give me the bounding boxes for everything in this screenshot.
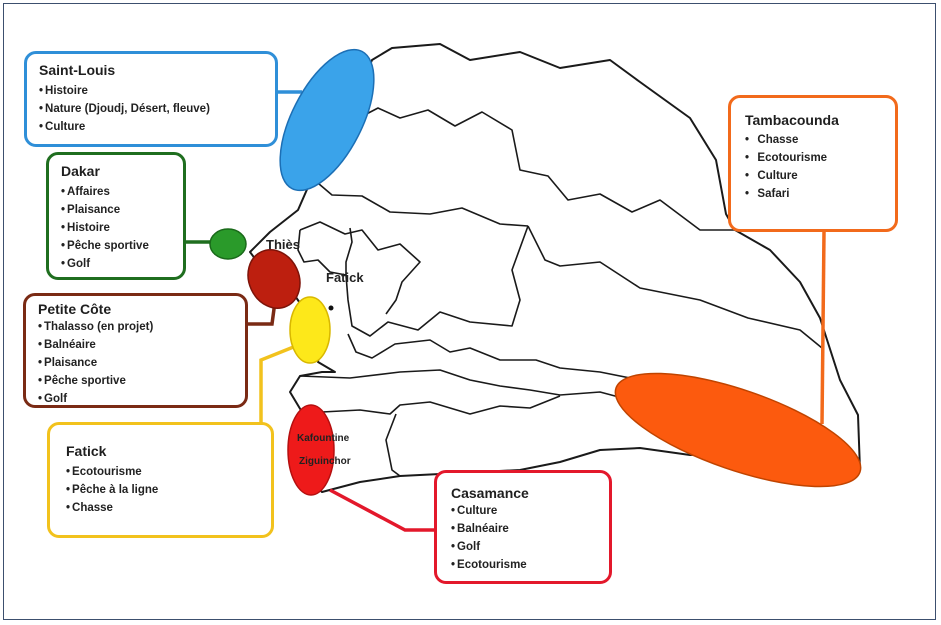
ellipse-casamance bbox=[287, 404, 335, 496]
box-fatick: Fatick Ecotourisme Pêche à la ligne Chas… bbox=[47, 422, 274, 538]
list-item: Thalasso (en projet) bbox=[38, 318, 235, 336]
box-dakar-list: Affaires Plaisance Histoire Pêche sporti… bbox=[61, 183, 173, 273]
list-item: Ecotourisme bbox=[451, 556, 599, 574]
list-item: Pêche sportive bbox=[61, 237, 173, 255]
list-item: Histoire bbox=[39, 82, 265, 100]
region-borders bbox=[297, 107, 823, 477]
ellipse-tambacounda bbox=[614, 372, 862, 488]
box-petite-cote-list: Thalasso (en projet) Balnéaire Plaisance… bbox=[38, 318, 235, 408]
box-petite-cote: Petite Côte Thalasso (en projet) Balnéai… bbox=[23, 293, 248, 408]
fatick-dot bbox=[328, 305, 334, 311]
connector-fatick bbox=[259, 344, 297, 424]
box-casamance: Casamance Culture Balnéaire Golf Ecotour… bbox=[434, 470, 612, 584]
list-item: Pêche à la ligne bbox=[66, 481, 261, 499]
box-saint-louis-title: Saint-Louis bbox=[39, 62, 116, 78]
list-item: Balnéaire bbox=[451, 520, 599, 538]
ellipse-dakar bbox=[209, 228, 247, 260]
box-dakar: Dakar Affaires Plaisance Histoire Pêche … bbox=[46, 152, 186, 280]
box-fatick-list: Ecotourisme Pêche à la ligne Chasse bbox=[66, 463, 261, 517]
connector-tambacounda bbox=[820, 231, 826, 425]
box-casamance-title: Casamance bbox=[451, 485, 529, 501]
box-tambacounda-list: Chasse Ecotourisme Culture Safari bbox=[745, 131, 885, 203]
list-item: Culture bbox=[39, 118, 265, 136]
list-item: Culture bbox=[451, 502, 599, 520]
box-saint-louis: Saint-Louis Histoire Nature (Djoudj, Dés… bbox=[24, 51, 278, 147]
list-item: Safari bbox=[745, 185, 885, 203]
box-casamance-list: Culture Balnéaire Golf Ecotourisme bbox=[451, 502, 599, 574]
list-item: Culture bbox=[745, 167, 885, 185]
list-item: Golf bbox=[451, 538, 599, 556]
label-thies: Thiès bbox=[266, 237, 300, 252]
box-petite-cote-title: Petite Côte bbox=[38, 301, 112, 317]
list-item: Plaisance bbox=[38, 354, 235, 372]
box-tambacounda: Tambacounda Chasse Ecotourisme Culture S… bbox=[728, 95, 898, 232]
list-item: Histoire bbox=[61, 219, 173, 237]
box-saint-louis-list: Histoire Nature (Djoudj, Désert, fleuve)… bbox=[39, 82, 265, 136]
label-kafountine: Kafountine bbox=[297, 433, 350, 444]
list-item: Chasse bbox=[66, 499, 261, 517]
box-tambacounda-title: Tambacounda bbox=[745, 112, 839, 128]
ellipse-thies bbox=[247, 249, 301, 309]
ellipse-saint-louis bbox=[279, 48, 375, 192]
label-fatick-town: Fatick bbox=[326, 270, 364, 285]
list-item: Chasse bbox=[745, 131, 885, 149]
list-item: Affaires bbox=[61, 183, 173, 201]
list-item: Golf bbox=[38, 390, 235, 408]
list-item: Plaisance bbox=[61, 201, 173, 219]
ellipse-fatick bbox=[289, 296, 331, 364]
list-item: Golf bbox=[61, 255, 173, 273]
box-dakar-title: Dakar bbox=[61, 163, 100, 179]
list-item: Balnéaire bbox=[38, 336, 235, 354]
list-item: Ecotourisme bbox=[66, 463, 261, 481]
connector-casamance bbox=[329, 488, 436, 532]
list-item: Pêche sportive bbox=[38, 372, 235, 390]
list-item: Nature (Djoudj, Désert, fleuve) bbox=[39, 100, 265, 118]
map-frame bbox=[3, 3, 936, 620]
label-ziguinchor: Ziguinchor bbox=[299, 456, 351, 467]
list-item: Ecotourisme bbox=[745, 149, 885, 167]
box-fatick-title: Fatick bbox=[66, 443, 107, 459]
